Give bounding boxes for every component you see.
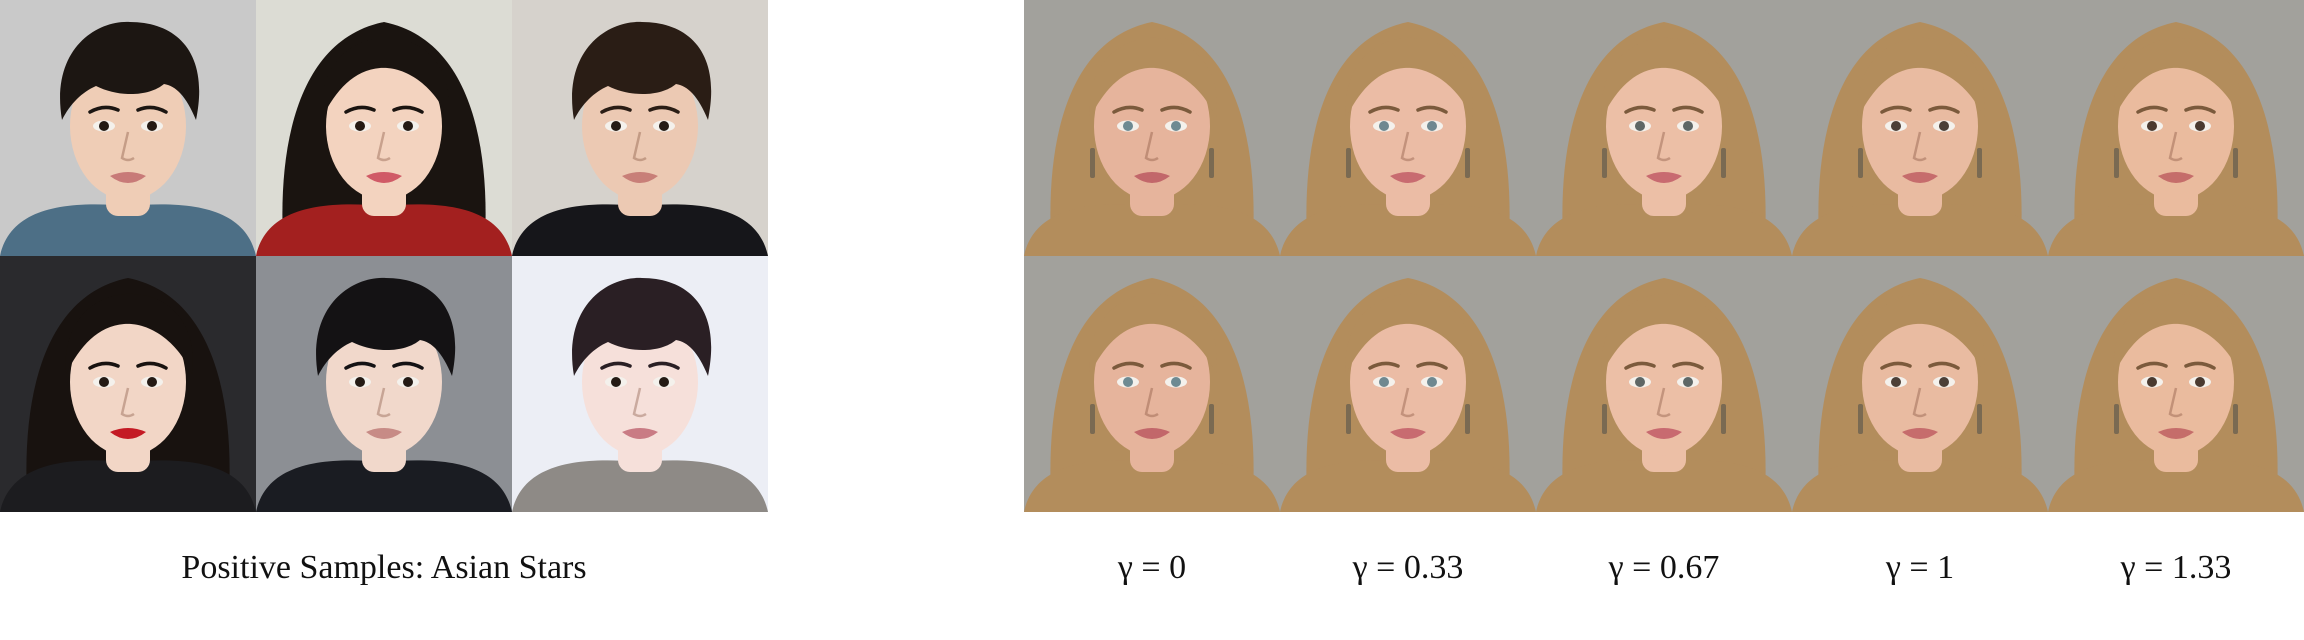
positive-samples-caption: Positive Samples: Asian Stars: [181, 548, 586, 588]
gamma-label-1: γ = 0.33: [1353, 548, 1464, 588]
gamma-label-2: γ = 0.67: [1609, 548, 1720, 588]
sample-photo-1: [0, 0, 256, 256]
gamma-label-3: γ = 1: [1886, 548, 1954, 588]
gamma-face-r2-c4: [1792, 256, 2048, 512]
gamma-face-r2-c1: [1024, 256, 1280, 512]
sample-photo-6: [512, 256, 768, 512]
gamma-face-r1-c1: [1024, 0, 1280, 256]
gamma-face-r1-c3: [1536, 0, 1792, 256]
sample-photo-2: [256, 0, 512, 256]
gamma-face-r2-c5: [2048, 256, 2304, 512]
gamma-face-r1-c2: [1280, 0, 1536, 256]
gamma-face-r1-c4: [1792, 0, 2048, 256]
gamma-label-4: γ = 1.33: [2121, 548, 2232, 588]
gamma-face-r2-c3: [1536, 256, 1792, 512]
sample-photo-4: [0, 256, 256, 512]
gamma-label-0: γ = 0: [1118, 548, 1186, 588]
sample-photo-3: [512, 0, 768, 256]
sample-photo-5: [256, 256, 512, 512]
gamma-face-r2-c2: [1280, 256, 1536, 512]
gamma-face-r1-c5: [2048, 0, 2304, 256]
